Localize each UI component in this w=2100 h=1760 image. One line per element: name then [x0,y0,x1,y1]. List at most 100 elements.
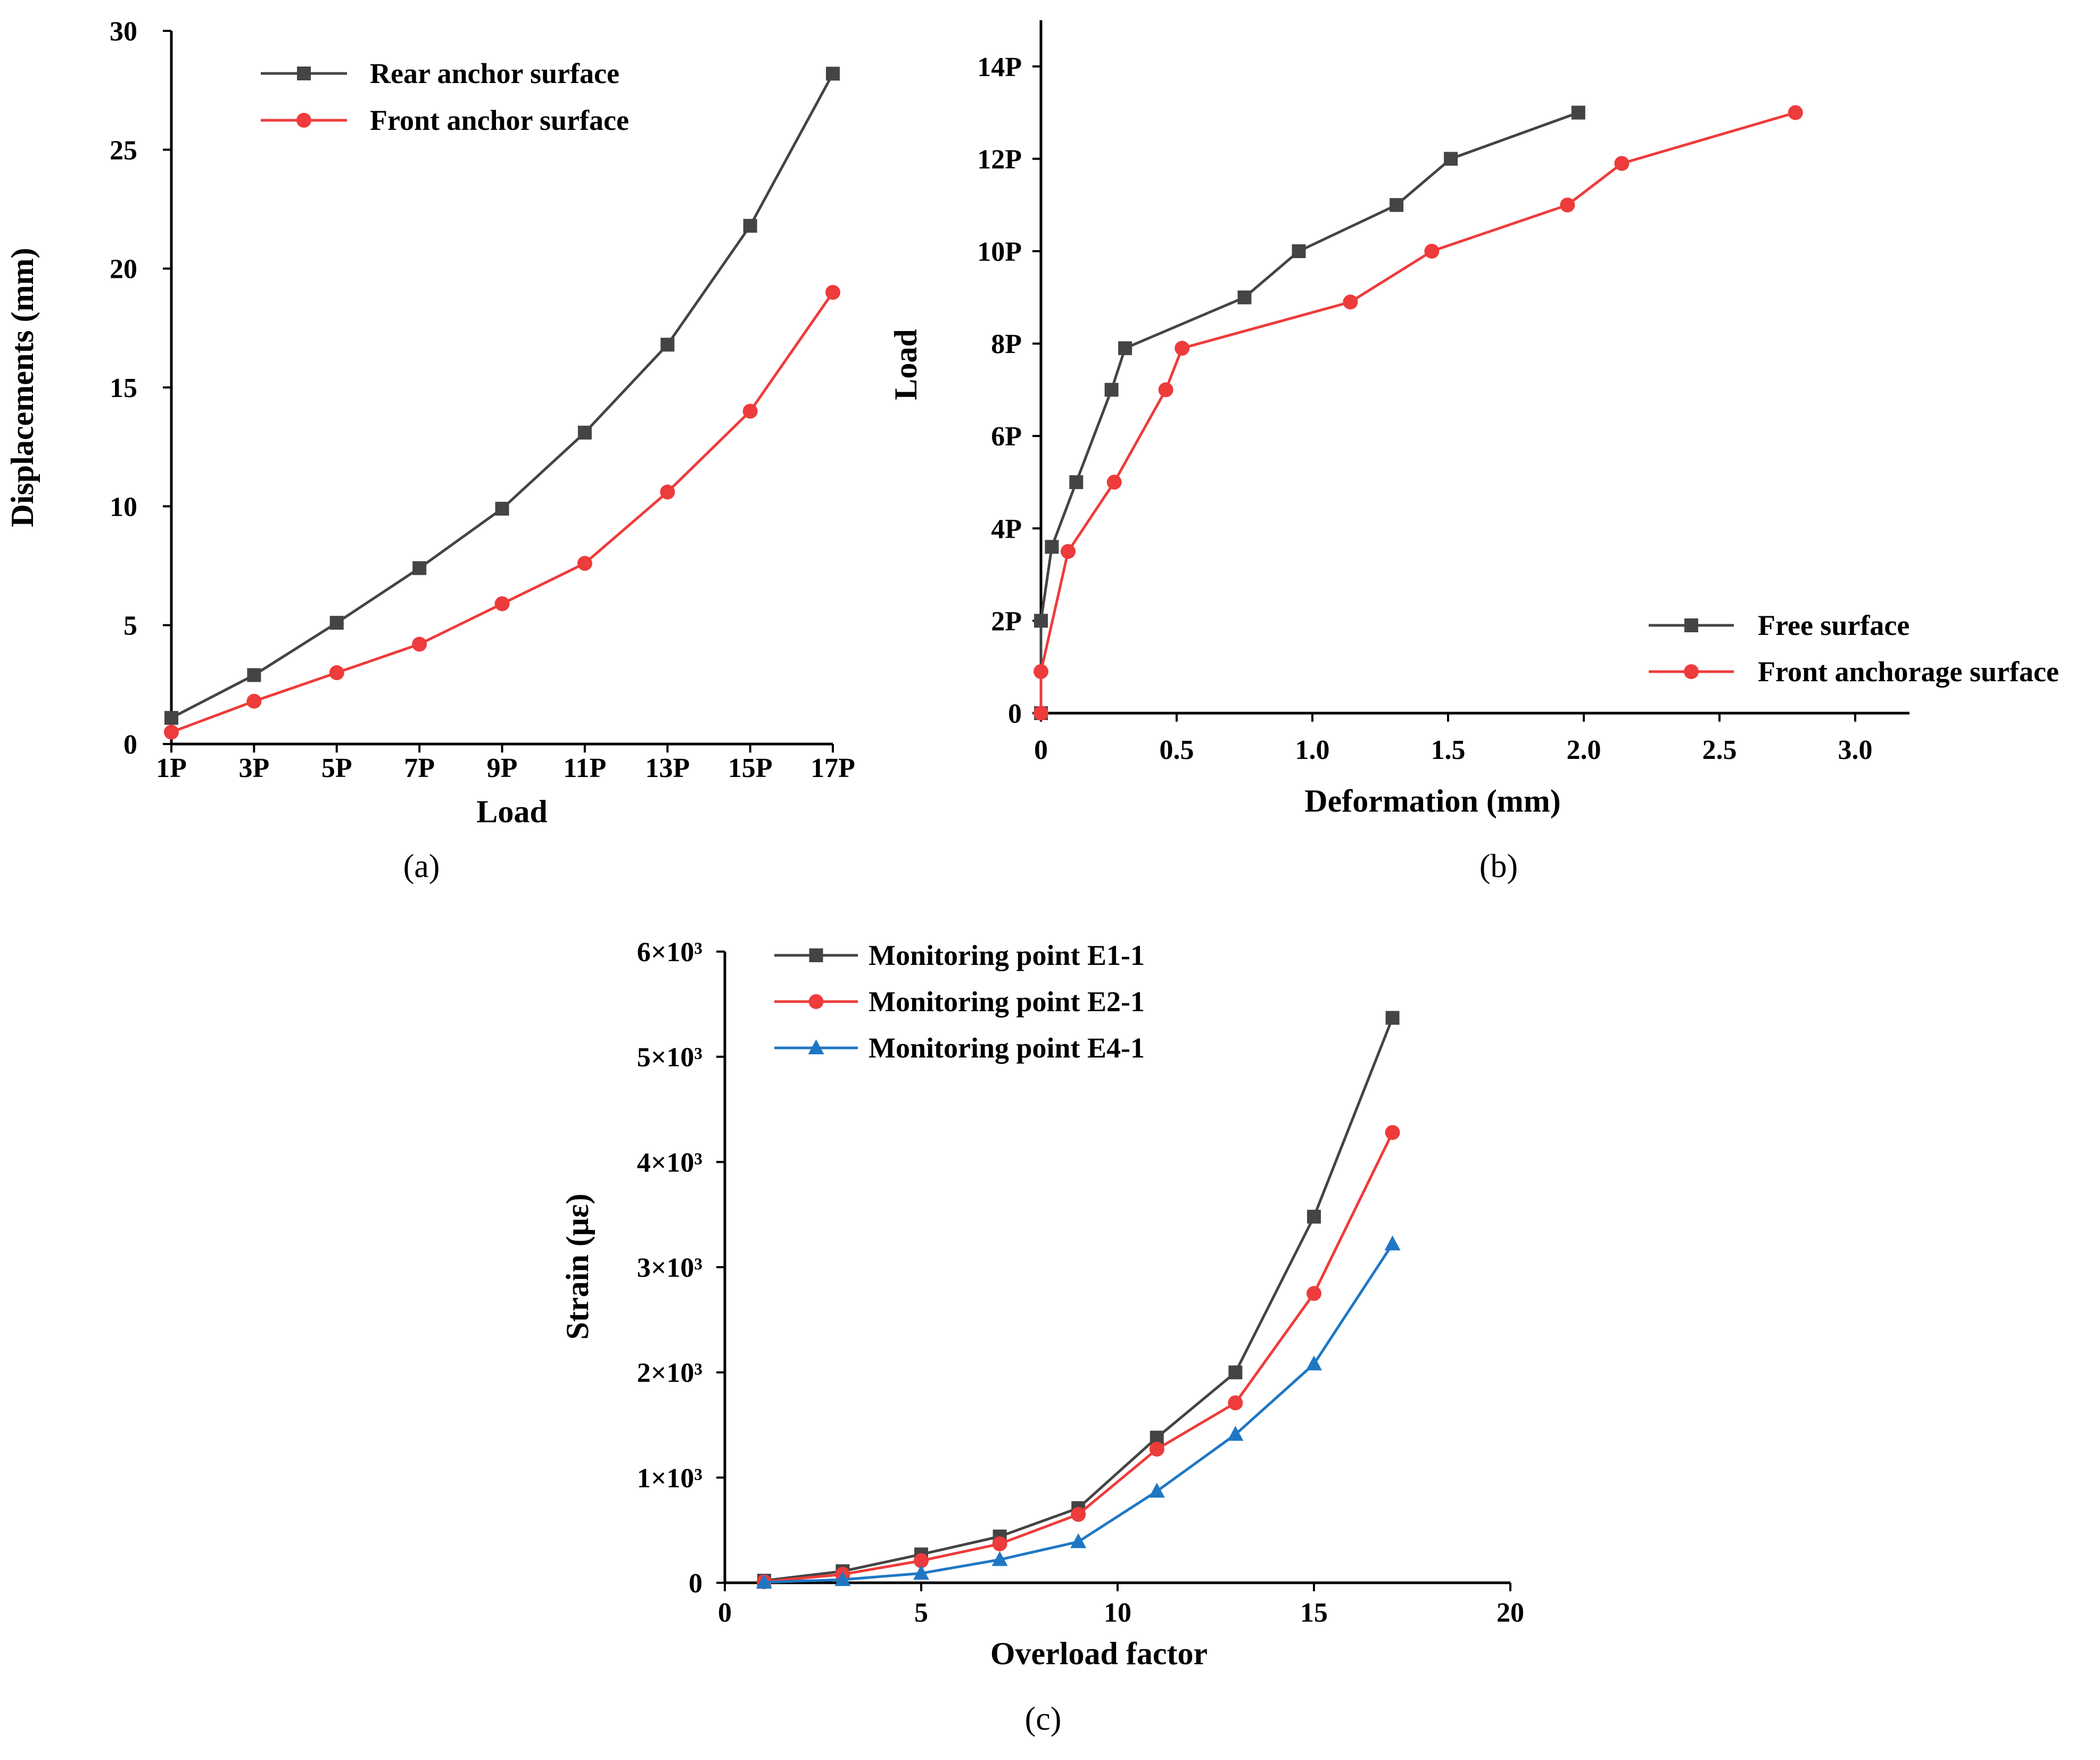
series-2-point [1034,706,1048,721]
y-tick-label: 30 [110,16,137,47]
y-tick-label: 4×10³ [637,1147,702,1178]
series-line-1 [764,1017,1394,1582]
series-2-point [1385,1125,1400,1140]
y-axis-title: Strain (με) [560,1194,595,1340]
legend-label-3: Monitoring point E4-1 [869,1032,1145,1064]
series-2-point [1228,1395,1243,1410]
series-1-point [1104,383,1119,397]
legend-marker-2 [1684,664,1699,679]
series-3-point [1384,1235,1401,1251]
x-tick-label: 0 [718,1598,732,1628]
legend-label-1: Monitoring point E1-1 [869,939,1145,971]
legend-marker-1 [1684,618,1698,632]
y-tick-label: 5 [123,611,137,641]
series-line-1 [170,73,834,720]
legend-marker-2 [808,994,824,1009]
series-1-point [1390,198,1404,212]
panel-c-chart: 0 5 10 15 20 0 1×10³ 2×10³ 3×10³ 4×10³ 5×10³ 6×10³ O… [560,937,1524,1737]
y-axis-title: Load [888,329,923,400]
panel-b-chart: 0 0.5 1.0 1.5 2.0 2.5 3.0 0 2P 4P 6P 8P 10P 12P 14P Def… [888,20,2059,885]
y-tick-label: 5×10³ [637,1043,702,1073]
series-3-point [834,1571,851,1587]
x-axis-title: Deformation (mm) [1304,783,1561,819]
x-tick-label: 13P [645,753,690,783]
panel-label: (a) [403,848,440,885]
y-tick-label: 2×10³ [637,1358,702,1389]
series-3-point [1306,1355,1322,1370]
y-tick-label: 10P [977,237,1022,267]
series-1-point [1571,105,1585,120]
series-2-point [992,1536,1007,1551]
series-1-point [1034,614,1048,628]
x-tick-label: 2.0 [1567,735,1601,765]
series-2-point [1106,475,1122,490]
x-tick-label: 9P [487,753,518,783]
series-1-point [164,710,178,725]
y-tick-label: 14P [977,52,1022,82]
legend-label-2: Front anchor surface [370,104,629,136]
series-1-point [1385,1011,1400,1025]
x-tick-label: 5 [914,1598,928,1628]
series-2-point [914,1553,929,1568]
series-line-1 [1039,111,1579,713]
series-2-point [164,724,179,740]
series-2-point [1149,1441,1164,1457]
series-2-point [660,484,675,500]
legend-marker-2 [296,113,311,128]
series-2-point [329,665,344,680]
series-1-point [1228,1365,1243,1379]
series-1-point [1444,152,1458,166]
x-tick-label: 1.0 [1295,735,1330,765]
y-tick-label: 0 [1008,699,1022,729]
series-2-point [1061,544,1076,559]
y-axis-title: Displacements (mm) [5,248,40,527]
series-1-point [495,501,509,516]
series-line-2 [1039,111,1796,713]
y-tick-label: 15 [110,373,137,403]
series-2-point [1034,664,1048,679]
legend-label-1: Rear anchor surface [370,57,619,89]
x-tick-label: 7P [404,753,435,783]
x-tick-label: 15 [1300,1598,1328,1628]
series-1-point [660,337,675,352]
x-tick-label: 10 [1104,1598,1131,1628]
series-2-point [1158,382,1173,398]
series-1-point [1237,290,1252,304]
series-1-point [247,668,261,682]
x-tick-label: 15P [728,753,773,783]
x-tick-label: 5P [321,753,352,783]
x-axis-title: Overload factor [990,1636,1208,1671]
series-2-point [1424,244,1440,259]
series-3-point [1070,1533,1087,1548]
series-1-point [577,425,592,440]
series-1-point [329,616,344,630]
x-tick-label: 3.0 [1838,735,1873,765]
series-1-point [826,67,840,81]
y-tick-label: 20 [110,254,137,285]
series-2-point [1343,294,1358,310]
series-2-point [412,637,427,652]
series-line-3 [764,1243,1394,1584]
legend-marker-1 [809,948,823,962]
y-tick-label: 0 [689,1568,702,1599]
y-tick-label: 2P [991,606,1022,637]
legend-marker-3 [808,1039,824,1054]
y-tick-label: 10 [110,492,137,522]
series-1-point [412,561,427,575]
legend-label-2: Front anchorage surface [1758,656,2059,688]
series-3-point [991,1551,1008,1566]
x-tick-label: 3P [238,753,269,783]
legend-label-1: Free surface [1758,609,1909,641]
x-tick-label: 11P [563,753,606,783]
y-tick-label: 6P [991,422,1022,452]
panel-label: (c) [1025,1701,1062,1737]
series-2-point [494,596,510,612]
series-2-point [1614,156,1630,171]
series-2-point [1560,197,1575,213]
series-3-point [913,1565,929,1580]
legend-marker-1 [297,67,311,80]
x-tick-label: 20 [1497,1598,1524,1628]
y-tick-label: 12P [977,144,1022,175]
series-1-point [1307,1210,1321,1224]
